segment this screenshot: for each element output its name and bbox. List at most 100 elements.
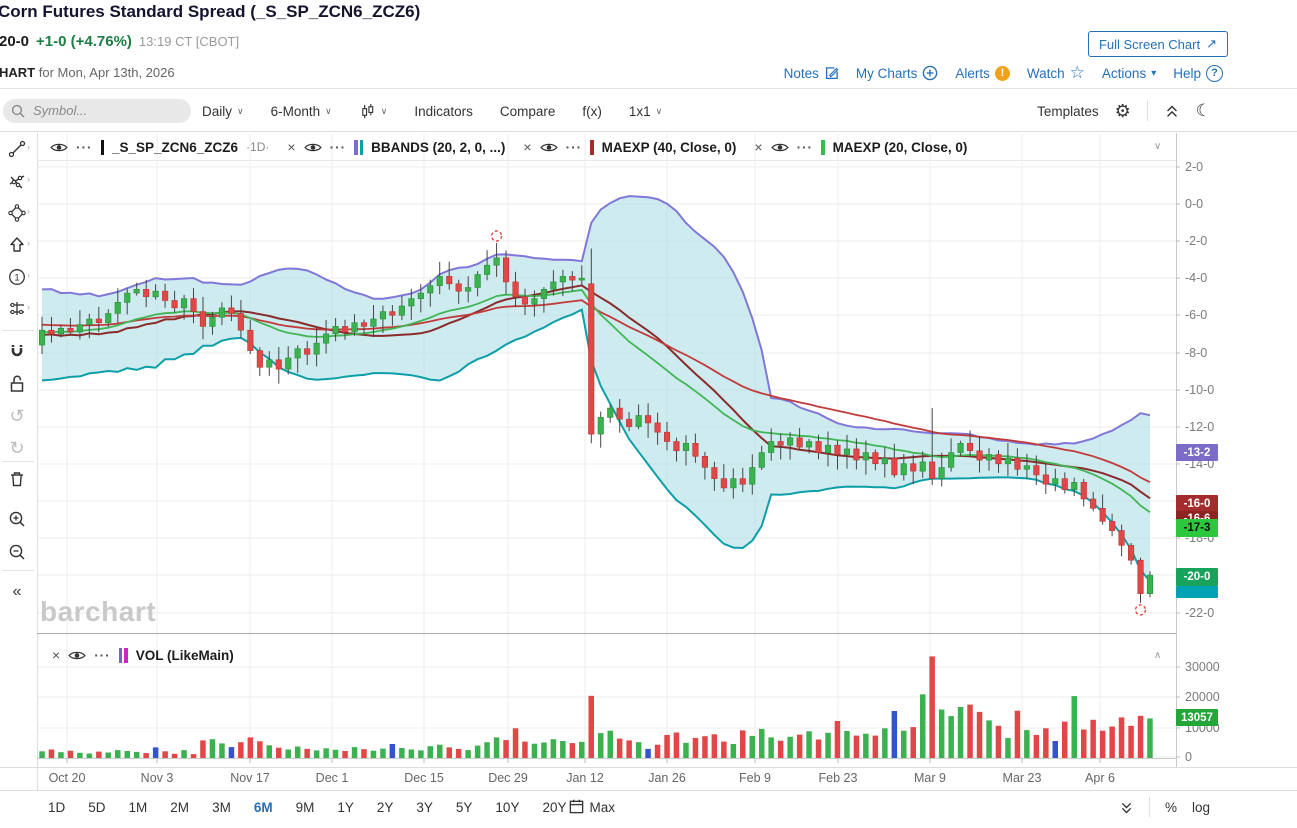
remove-maexp20-icon[interactable]: × (754, 139, 763, 155)
redo-button[interactable]: ↻ (9, 437, 25, 458)
symbol-search-input[interactable]: Symbol... (3, 99, 191, 123)
trendline-tool-button[interactable] (2, 136, 32, 162)
chevron-right-icon[interactable]: › (27, 206, 30, 216)
volume-menu-dots[interactable]: ··· (94, 647, 111, 663)
notes-link[interactable]: Notes (784, 66, 839, 81)
maexp40-menu-dots[interactable]: ··· (565, 139, 583, 155)
range-button-3m[interactable]: 3M (212, 799, 231, 815)
dark-mode-moon-icon[interactable]: ☾ (1195, 101, 1211, 120)
collapse-up-icon[interactable] (1164, 103, 1180, 119)
visibility-eye-icon[interactable] (539, 141, 558, 154)
maexp20-label[interactable]: MAEXP (20, Close, 0) (832, 139, 968, 155)
undo-button[interactable]: ↺ (9, 405, 25, 426)
watch-link[interactable]: Watch ☆ (1026, 63, 1085, 82)
delete-drawings-button[interactable] (2, 466, 32, 492)
collapse-rail-button[interactable]: « (12, 583, 22, 600)
zoom-in-button[interactable] (2, 506, 32, 532)
visibility-eye-icon[interactable] (68, 649, 86, 662)
alerts-link[interactable]: Alerts ! (955, 65, 1010, 81)
maexp40-label[interactable]: MAEXP (40, Close, 0) (601, 139, 737, 155)
zoom-out-button[interactable] (2, 539, 32, 565)
date-axis-label: Feb 9 (739, 771, 771, 785)
rail-divider (3, 461, 34, 462)
range-button-2m[interactable]: 2M (170, 799, 190, 815)
chevron-down-icon: ∨ (380, 105, 388, 116)
percent-scale-button[interactable]: % (1164, 799, 1177, 815)
star-icon: ☆ (1069, 63, 1085, 82)
volume-swatch (118, 647, 128, 663)
range-button-1d[interactable]: 1D (48, 799, 66, 815)
bollinger-upper-line (41, 195, 1151, 446)
actions-menu[interactable]: Actions ▾ (1101, 65, 1157, 81)
calendar-icon[interactable] (568, 798, 585, 815)
range-button-20y[interactable]: 20Y (542, 799, 567, 815)
main-chart-legend: ··· _S_SP_ZCN6_ZCZ6 ·1D· × ··· BBANDS (2… (50, 139, 967, 155)
range-button-3y[interactable]: 3Y (416, 799, 433, 815)
visibility-eye-icon[interactable] (770, 141, 789, 154)
price-axis-label: -10-0 (1185, 383, 1215, 397)
visibility-eye-icon[interactable] (50, 141, 68, 154)
my-charts-link[interactable]: My Charts (856, 65, 939, 81)
grid-layout-dropdown[interactable]: 1x1 ∨ (628, 103, 663, 119)
main-series-label[interactable]: _S_SP_ZCN6_ZCZ6 (112, 139, 239, 155)
bottom-divider (0, 790, 1297, 791)
range-button-5y[interactable]: 5Y (455, 799, 473, 815)
volume-label[interactable]: VOL (LikeMain) (135, 647, 234, 663)
legend-collapse-icon[interactable]: ∨ (1154, 141, 1162, 152)
range-dropdown[interactable]: 6-Month ∨ (270, 103, 332, 119)
collapse-down-icon[interactable] (1119, 800, 1134, 815)
chevron-right-icon[interactable]: › (27, 238, 30, 248)
price-badge (1176, 586, 1218, 598)
range-button-1y[interactable]: 1Y (337, 799, 354, 815)
bollinger-lower-line (41, 308, 1151, 582)
range-button-1m[interactable]: 1M (128, 799, 148, 815)
fx-button[interactable]: f(x) (582, 103, 602, 119)
multi-line-tool-button[interactable] (2, 168, 32, 194)
scale-controls: % log (1119, 792, 1210, 822)
help-link[interactable]: Help ? (1173, 64, 1223, 82)
chevron-right-icon[interactable]: › (27, 302, 30, 312)
remove-maexp40-icon[interactable]: × (523, 139, 532, 155)
range-button-6m[interactable]: 6M (253, 799, 273, 815)
templates-button[interactable]: Templates (1037, 103, 1099, 119)
price-axis-label: -12-0 (1185, 420, 1215, 434)
price-axis-label: -2-0 (1185, 234, 1208, 248)
range-button-9m[interactable]: 9M (295, 799, 315, 815)
arrow-tool-button[interactable] (2, 232, 32, 258)
maexp20-menu-dots[interactable]: ··· (796, 139, 814, 155)
range-button-max[interactable]: Max (589, 799, 615, 815)
bbands-menu-dots[interactable]: ··· (329, 139, 347, 155)
quote-time: 13:19 CT [CBOT] (138, 34, 240, 49)
period-dropdown[interactable]: Daily ∨ (202, 103, 244, 119)
remove-bbands-icon[interactable]: × (287, 139, 296, 155)
levels-tool-button[interactable] (2, 296, 32, 322)
date-axis-label: Mar 23 (1002, 771, 1042, 785)
compare-button[interactable]: Compare (499, 103, 556, 119)
indicators-button[interactable]: Indicators (414, 103, 473, 119)
lock-drawings-button[interactable] (2, 371, 32, 397)
date-axis-label: Jan 12 (566, 771, 604, 785)
series-menu-dots[interactable]: ··· (76, 139, 93, 155)
bbands-label[interactable]: BBANDS (20, 2, 0, ...) (371, 139, 506, 155)
annotation-tool-button[interactable]: 1 (2, 264, 32, 290)
log-scale-button[interactable]: log (1191, 799, 1210, 815)
chevron-right-icon[interactable]: › (27, 142, 30, 152)
chevron-right-icon[interactable]: › (27, 174, 30, 184)
range-button-10y[interactable]: 10Y (495, 799, 520, 815)
range-button-5d[interactable]: 5D (88, 799, 106, 815)
maexp40-swatch (590, 139, 594, 155)
shape-tool-button[interactable] (2, 200, 32, 226)
remove-volume-icon[interactable]: × (52, 647, 61, 663)
price-badge: -17-3 (1176, 519, 1218, 537)
full-screen-chart-button[interactable]: Full Screen Chart ↗ (1087, 31, 1228, 57)
chevron-right-icon[interactable]: › (27, 270, 30, 280)
bbands-swatch (354, 139, 364, 155)
volume-collapse-icon[interactable]: ∧ (1154, 650, 1162, 661)
settings-gear-icon[interactable]: ⚙ (1114, 100, 1131, 121)
magnet-snap-button[interactable] (2, 338, 32, 364)
chart-type-dropdown[interactable]: ∨ (359, 103, 388, 120)
range-button-2y[interactable]: 2Y (376, 799, 394, 815)
date-axis-label: Dec 29 (488, 771, 528, 785)
visibility-eye-icon[interactable] (303, 141, 322, 154)
